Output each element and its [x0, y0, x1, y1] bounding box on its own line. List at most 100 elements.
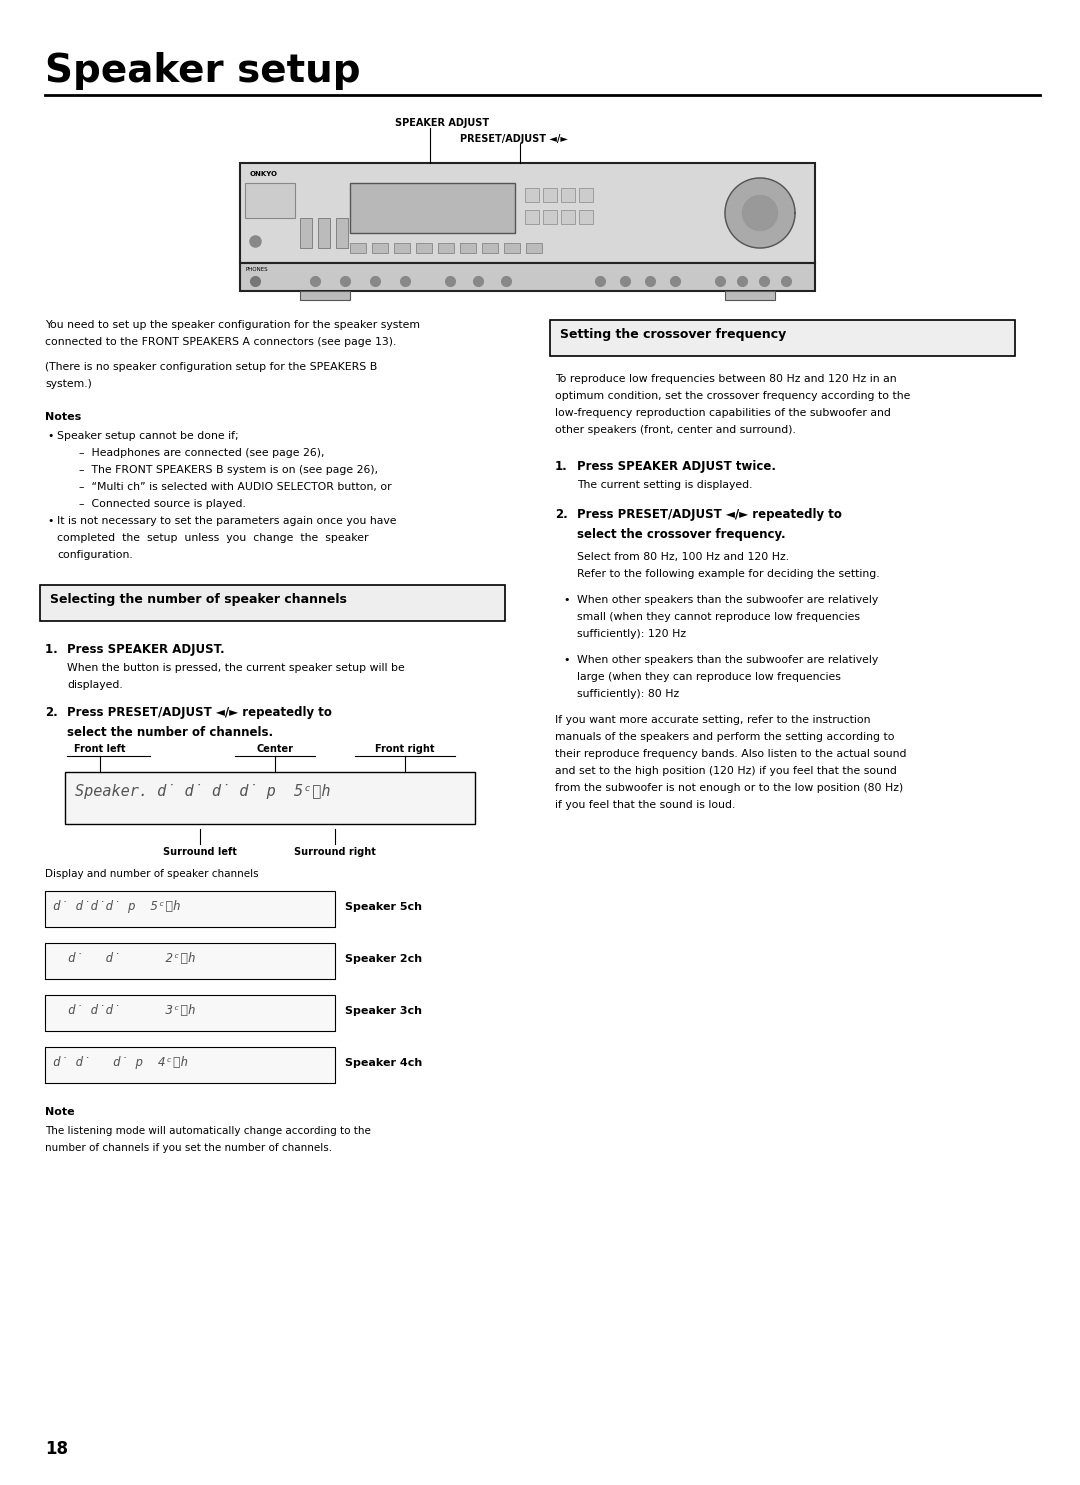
Text: Press SPEAKER ADJUST.: Press SPEAKER ADJUST.	[67, 643, 225, 656]
Text: Refer to the following example for deciding the setting.: Refer to the following example for decid…	[577, 569, 879, 579]
Text: •: •	[563, 655, 569, 665]
Text: completed  the  setup  unless  you  change  the  speaker: completed the setup unless you change th…	[57, 533, 368, 544]
FancyBboxPatch shape	[245, 183, 295, 218]
FancyBboxPatch shape	[504, 244, 519, 252]
Text: ḋ ḋḋ      3ᶜ˾h: ḋ ḋḋ 3ᶜ˾h	[53, 1004, 195, 1017]
FancyBboxPatch shape	[550, 319, 1015, 356]
FancyBboxPatch shape	[350, 183, 515, 233]
Text: their reproduce frequency bands. Also listen to the actual sound: their reproduce frequency bands. Also li…	[555, 748, 906, 759]
Text: sufficiently): 120 Hz: sufficiently): 120 Hz	[577, 630, 686, 639]
Text: number of channels if you set the number of channels.: number of channels if you set the number…	[45, 1143, 333, 1152]
Text: –  Connected source is played.: – Connected source is played.	[79, 499, 246, 509]
FancyBboxPatch shape	[526, 244, 542, 252]
FancyBboxPatch shape	[579, 189, 593, 202]
Text: 1.: 1.	[45, 643, 66, 656]
Text: Speaker 2ch: Speaker 2ch	[345, 953, 422, 964]
Text: Speaker 4ch: Speaker 4ch	[345, 1057, 422, 1068]
FancyBboxPatch shape	[45, 1047, 335, 1083]
Text: You need to set up the speaker configuration for the speaker system: You need to set up the speaker configura…	[45, 319, 420, 330]
Text: Note: Note	[45, 1106, 75, 1117]
FancyBboxPatch shape	[318, 218, 330, 248]
Text: When the button is pressed, the current speaker setup will be: When the button is pressed, the current …	[67, 662, 405, 673]
Text: Speaker. ḋ ḋ ḋ ḋ p  5ᶜ˾h: Speaker. ḋ ḋ ḋ ḋ p 5ᶜ˾h	[75, 784, 330, 799]
Text: Surround left: Surround left	[163, 846, 237, 857]
FancyBboxPatch shape	[300, 218, 312, 248]
Text: low-frequency reproduction capabilities of the subwoofer and: low-frequency reproduction capabilities …	[555, 408, 891, 417]
FancyBboxPatch shape	[561, 209, 575, 224]
Text: Display and number of speaker channels: Display and number of speaker channels	[45, 869, 258, 879]
Text: PRESET/ADJUST ◄/►: PRESET/ADJUST ◄/►	[460, 134, 568, 144]
FancyBboxPatch shape	[372, 244, 388, 252]
FancyBboxPatch shape	[525, 189, 539, 202]
Text: The current setting is displayed.: The current setting is displayed.	[577, 480, 753, 490]
Text: Press PRESET/ADJUST ◄/► repeatedly to: Press PRESET/ADJUST ◄/► repeatedly to	[67, 705, 332, 719]
Text: Front left: Front left	[75, 744, 125, 754]
Text: Surround right: Surround right	[294, 846, 376, 857]
Text: ḋ   ḋ      2ᶜ˾h: ḋ ḋ 2ᶜ˾h	[53, 952, 195, 965]
Text: When other speakers than the subwoofer are relatively: When other speakers than the subwoofer a…	[577, 595, 878, 604]
Text: select the crossover frequency.: select the crossover frequency.	[577, 529, 785, 541]
FancyBboxPatch shape	[416, 244, 432, 252]
Text: small (when they cannot reproduce low frequencies: small (when they cannot reproduce low fr…	[577, 612, 860, 622]
Text: if you feel that the sound is loud.: if you feel that the sound is loud.	[555, 800, 735, 809]
FancyBboxPatch shape	[438, 244, 454, 252]
Text: optimum condition, set the crossover frequency according to the: optimum condition, set the crossover fre…	[555, 391, 910, 401]
FancyBboxPatch shape	[240, 163, 815, 263]
Text: Setting the crossover frequency: Setting the crossover frequency	[561, 328, 786, 342]
Text: select the number of channels.: select the number of channels.	[67, 726, 273, 740]
FancyBboxPatch shape	[525, 209, 539, 224]
Text: 1.: 1.	[555, 460, 568, 474]
Text: The listening mode will automatically change according to the: The listening mode will automatically ch…	[45, 1126, 370, 1136]
Text: connected to the FRONT SPEAKERS A connectors (see page 13).: connected to the FRONT SPEAKERS A connec…	[45, 337, 396, 347]
Text: –  The FRONT SPEAKERS B system is on (see page 26),: – The FRONT SPEAKERS B system is on (see…	[79, 465, 378, 475]
Text: When other speakers than the subwoofer are relatively: When other speakers than the subwoofer a…	[577, 655, 878, 665]
Text: Speaker 3ch: Speaker 3ch	[345, 1005, 422, 1016]
Text: sufficiently): 80 Hz: sufficiently): 80 Hz	[577, 689, 679, 699]
Text: ḋ ḋḋḋ p  5ᶜ˾h: ḋ ḋḋḋ p 5ᶜ˾h	[53, 900, 180, 913]
FancyBboxPatch shape	[336, 218, 348, 248]
FancyBboxPatch shape	[300, 291, 350, 300]
FancyBboxPatch shape	[394, 244, 410, 252]
Text: Select from 80 Hz, 100 Hz and 120 Hz.: Select from 80 Hz, 100 Hz and 120 Hz.	[577, 552, 789, 561]
Text: Center: Center	[257, 744, 294, 754]
Text: SPEAKER ADJUST: SPEAKER ADJUST	[395, 117, 489, 128]
Text: 2.: 2.	[555, 508, 568, 521]
FancyBboxPatch shape	[240, 263, 815, 291]
Text: 2.: 2.	[45, 705, 57, 719]
FancyBboxPatch shape	[65, 772, 475, 824]
Text: Front right: Front right	[375, 744, 435, 754]
Text: displayed.: displayed.	[67, 680, 123, 691]
Text: Press SPEAKER ADJUST twice.: Press SPEAKER ADJUST twice.	[577, 460, 777, 474]
FancyBboxPatch shape	[45, 891, 335, 927]
Text: and set to the high position (120 Hz) if you feel that the sound: and set to the high position (120 Hz) if…	[555, 766, 896, 777]
FancyBboxPatch shape	[579, 209, 593, 224]
Text: Press PRESET/ADJUST ◄/► repeatedly to: Press PRESET/ADJUST ◄/► repeatedly to	[577, 508, 842, 521]
Text: It is not necessary to set the parameters again once you have: It is not necessary to set the parameter…	[57, 515, 396, 526]
Text: manuals of the speakers and perform the setting according to: manuals of the speakers and perform the …	[555, 732, 894, 742]
Text: ḋ ḋ   ḋ p  4ᶜ˾h: ḋ ḋ ḋ p 4ᶜ˾h	[53, 1056, 188, 1069]
Text: •: •	[48, 515, 53, 526]
Polygon shape	[743, 196, 778, 230]
Text: –  Headphones are connected (see page 26),: – Headphones are connected (see page 26)…	[79, 448, 324, 457]
FancyBboxPatch shape	[460, 244, 476, 252]
FancyBboxPatch shape	[725, 291, 775, 300]
Text: other speakers (front, center and surround).: other speakers (front, center and surrou…	[555, 425, 796, 435]
FancyBboxPatch shape	[543, 209, 557, 224]
Text: 18: 18	[45, 1440, 68, 1458]
Text: PHONES: PHONES	[245, 267, 268, 272]
Text: Speaker setup: Speaker setup	[45, 52, 361, 91]
Text: •: •	[563, 595, 569, 604]
Text: If you want more accurate setting, refer to the instruction: If you want more accurate setting, refer…	[555, 714, 870, 725]
Text: ONKYO: ONKYO	[249, 171, 278, 177]
Text: Speaker setup cannot be done if;: Speaker setup cannot be done if;	[57, 431, 239, 441]
Text: from the subwoofer is not enough or to the low position (80 Hz): from the subwoofer is not enough or to t…	[555, 783, 903, 793]
Text: configuration.: configuration.	[57, 549, 133, 560]
Polygon shape	[725, 178, 795, 248]
FancyBboxPatch shape	[561, 189, 575, 202]
Text: •: •	[48, 431, 53, 441]
FancyBboxPatch shape	[350, 244, 366, 252]
Text: Selecting the number of speaker channels: Selecting the number of speaker channels	[50, 593, 347, 606]
FancyBboxPatch shape	[543, 189, 557, 202]
FancyBboxPatch shape	[40, 585, 505, 621]
Text: Notes: Notes	[45, 411, 81, 422]
